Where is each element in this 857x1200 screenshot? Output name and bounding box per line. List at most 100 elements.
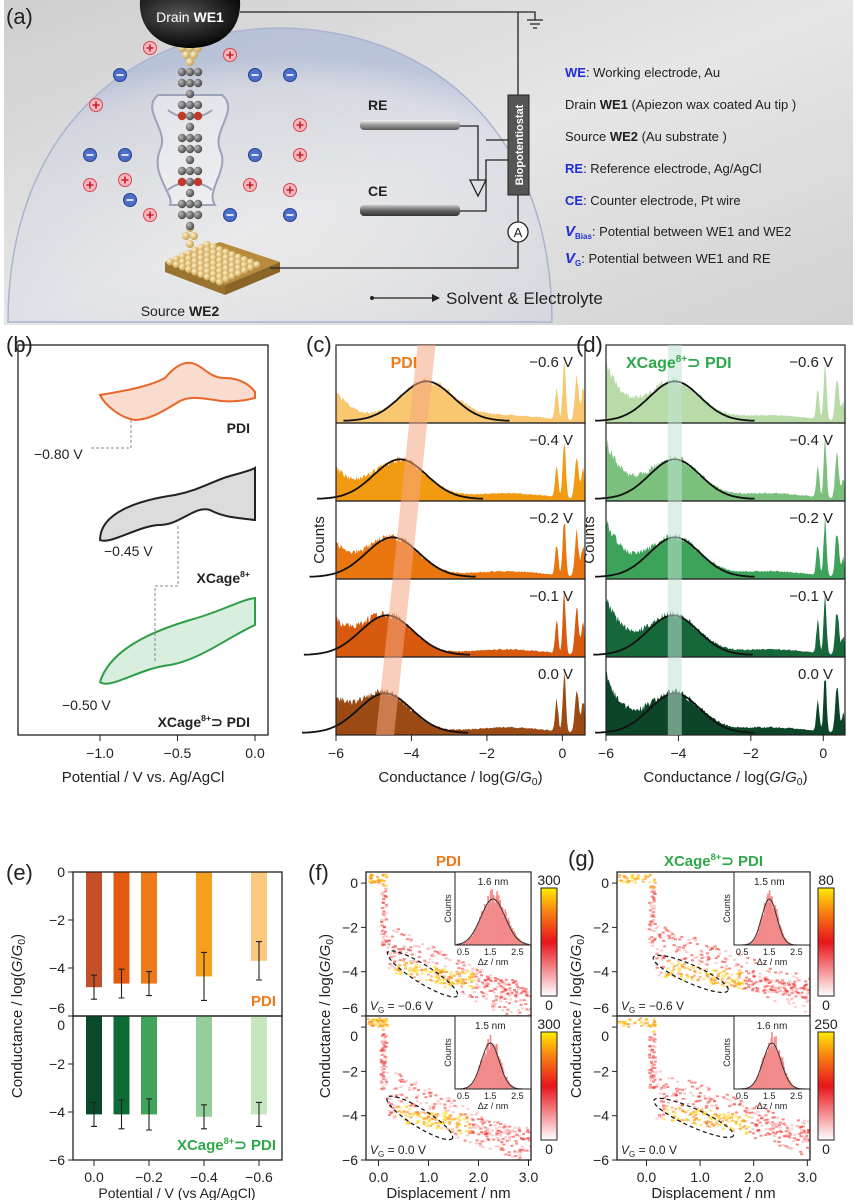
text-span: 8+ — [676, 354, 688, 365]
cv-label-pdi: PDI — [227, 420, 250, 436]
heatmap-cell — [467, 995, 471, 998]
heatmap-cell — [413, 1105, 417, 1108]
inset-bar — [510, 925, 512, 945]
heatmap-cell — [430, 1112, 434, 1114]
heatmap-cell — [680, 975, 683, 978]
heatmap-cell — [806, 989, 810, 992]
heatmap-cell — [784, 1145, 788, 1148]
heatmap-cell — [698, 953, 702, 956]
heatmap-cell — [444, 1112, 448, 1115]
heatmap-cell — [693, 1105, 697, 1108]
text-span: G — [520, 769, 532, 786]
inset-bar — [506, 1080, 509, 1089]
heatmap-cell — [520, 1148, 524, 1151]
inset-bar — [504, 909, 506, 945]
inset-bar — [791, 1085, 794, 1089]
gold-atom — [190, 51, 198, 59]
heatmap-cell — [381, 883, 385, 886]
inset-bar — [466, 941, 468, 945]
heatmap-cell — [666, 929, 670, 932]
heatmap-cell — [667, 972, 671, 975]
heatmap-cell — [710, 1104, 714, 1107]
heatmap-cell — [651, 885, 655, 888]
heatmap-cell — [653, 1076, 657, 1078]
circuit-wiring — [240, 11, 543, 269]
heatmap-cell — [768, 991, 772, 994]
heatmap-cell — [618, 1021, 622, 1024]
x-tick-label: 1.0 — [419, 1169, 439, 1185]
heatmap-cell — [509, 993, 513, 996]
heatmap-cell — [618, 880, 621, 882]
heatmap-cell — [402, 946, 406, 949]
heatmap-cell — [705, 952, 709, 955]
heatmap-cell — [461, 990, 465, 993]
legend-text: : Reference electrode, Ag/AgCl — [583, 161, 762, 176]
heatmap-cell — [783, 1135, 787, 1137]
heatmap-cell — [480, 1140, 484, 1143]
heatmap-cell — [452, 1099, 456, 1102]
cation-icon — [243, 178, 257, 192]
inset-bar — [793, 1086, 795, 1089]
heatmap-cell — [747, 1116, 750, 1118]
heatmap-cell — [674, 1092, 678, 1095]
heatmap-cell — [395, 951, 399, 954]
cv-potential-label: −0.50 V — [62, 697, 111, 713]
pdi-atom — [177, 67, 187, 77]
heatmap-cell — [693, 936, 697, 939]
inset-bar — [508, 1082, 511, 1089]
heatmap-cell — [515, 1133, 519, 1136]
heatmap-cell — [680, 935, 684, 938]
heatmap-cell — [744, 1133, 748, 1135]
heatmap-cell — [786, 1147, 790, 1150]
heatmap-cell — [439, 950, 443, 953]
heatmap-cell — [723, 960, 727, 963]
heatmap-cell — [693, 957, 697, 959]
heatmap-cell — [727, 1114, 731, 1117]
row-potential-label: −0.4 V — [529, 432, 573, 449]
inset-bar — [468, 939, 471, 945]
inset-bar — [476, 924, 479, 945]
inset-bar — [767, 893, 769, 945]
heatmap-cell — [504, 1001, 508, 1004]
text-span: XCage — [626, 355, 676, 372]
heatmap-cell — [695, 1107, 699, 1110]
heatmap-cell — [438, 979, 441, 981]
heatmap-cell — [680, 958, 684, 961]
heatmap-cell — [461, 978, 464, 981]
heatmap-cell — [370, 1024, 374, 1027]
heatmap-cell — [438, 1102, 442, 1105]
heatmap-cell — [525, 993, 529, 996]
heatmap-cell — [784, 988, 788, 991]
heatmap-cell — [514, 1134, 517, 1137]
heatmap-cell — [758, 976, 762, 979]
inset-bar — [462, 942, 465, 945]
heatmap-cell — [686, 942, 690, 945]
heatmap-cell — [713, 945, 717, 948]
legend-item: Drain WE1 (Apiezon wax coated Au tip ) — [565, 97, 796, 112]
heatmap-cell — [381, 944, 385, 947]
inset-bar — [767, 1042, 770, 1089]
heatmap-cell — [483, 1131, 487, 1134]
heatmap-cell — [797, 979, 801, 982]
text-span: Conductance / log( — [9, 972, 26, 1098]
heatmap-cell — [802, 1131, 806, 1134]
heatmap-cell — [648, 1054, 652, 1057]
heatmap-cell — [411, 968, 415, 971]
inset-x-tick-label: 1.5 — [484, 1091, 497, 1101]
heatmap-cell — [753, 958, 756, 961]
x-tick-label: 0.0 — [369, 1169, 389, 1185]
heatmap-cell — [652, 899, 656, 902]
heatmap-cell — [483, 1126, 487, 1129]
heatmap-cell — [458, 1119, 461, 1122]
inset-bar — [761, 914, 764, 945]
row-potential-label: −0.6 V — [529, 354, 573, 371]
heatmap-cell — [633, 1022, 637, 1025]
cation-icon — [143, 41, 157, 55]
heatmap-cell — [750, 1116, 754, 1119]
heatmap-cell — [651, 1070, 655, 1073]
heatmap-cell — [402, 934, 406, 937]
source-label: Source WE2 — [141, 303, 220, 319]
y-tick-label: −6 — [593, 1152, 609, 1168]
